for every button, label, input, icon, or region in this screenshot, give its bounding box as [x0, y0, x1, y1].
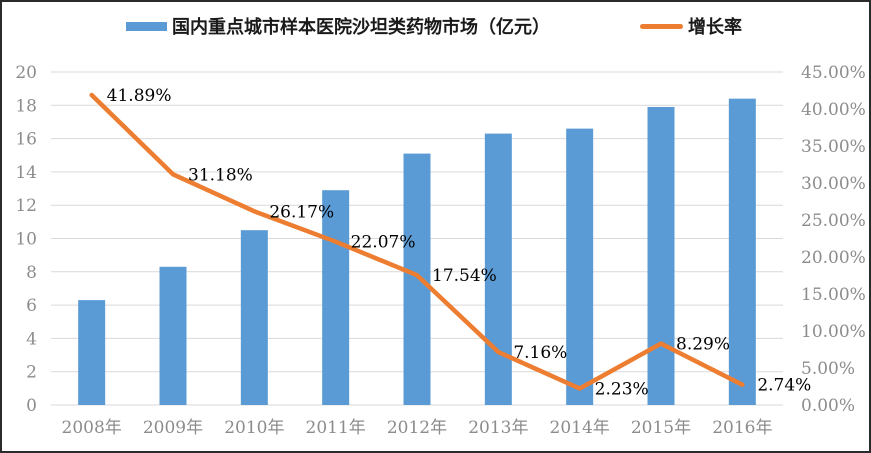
growth-data-label: 2.23% [595, 379, 649, 399]
right-axis-tick-label: 30.00% [801, 174, 866, 194]
growth-data-label: 26.17% [269, 202, 334, 222]
bar-2011年 [322, 190, 350, 405]
x-axis-tick-label: 2013年 [468, 418, 528, 438]
bar-2013年 [484, 133, 512, 406]
right-axis-tick-label: 40.00% [801, 100, 866, 120]
legend-item-market: 国内重点城市样本医院沙坦类药物市场（亿元） [126, 15, 550, 38]
left-axis-tick-label: 2 [26, 363, 37, 383]
x-axis-tick-label: 2014年 [550, 418, 610, 438]
bar-series-swatch [126, 21, 167, 31]
left-axis-tick-label: 18 [15, 96, 37, 116]
left-axis-tick-label: 10 [15, 230, 37, 250]
x-axis-tick-label: 2009年 [143, 418, 203, 438]
bar-2012年 [403, 153, 431, 405]
bar-series-label: 国内重点城市样本医院沙坦类药物市场（亿元） [172, 17, 550, 38]
left-axis-tick-label: 4 [26, 329, 37, 349]
line-series-swatch [640, 23, 683, 29]
x-axis-tick-label: 2012年 [387, 418, 447, 438]
right-axis-tick-label: 15.00% [801, 285, 866, 305]
growth-data-label: 31.18% [188, 165, 253, 185]
legend-item-growth: 增长率 [640, 15, 742, 38]
growth-data-label: 8.29% [676, 335, 730, 355]
right-axis-tick-label: 5.00% [801, 359, 855, 379]
growth-rate-line [89, 92, 745, 391]
right-axis-tick-label: 20.00% [801, 248, 866, 268]
left-axis-tick-label: 20 [15, 63, 37, 83]
legend: 国内重点城市样本医院沙坦类药物市场（亿元） 增长率 [2, 2, 869, 46]
left-axis-tick-label: 8 [26, 263, 37, 283]
x-axis-tick-label: 2015年 [631, 418, 691, 438]
bar-2010年 [240, 230, 268, 405]
growth-data-label: 41.89% [107, 86, 172, 106]
x-axis-tick-label: 2008年 [62, 418, 122, 438]
bar-2009年 [159, 266, 187, 405]
x-axis-tick-label: 2010年 [224, 418, 284, 438]
x-axis-tick-label: 2016年 [712, 418, 772, 438]
left-axis-tick-label: 14 [15, 163, 37, 183]
right-axis-tick-label: 45.00% [801, 63, 866, 83]
right-axis-tick-label: 0.00% [801, 396, 855, 416]
growth-data-label: 7.16% [513, 343, 567, 363]
bar-2015年 [647, 106, 675, 405]
right-axis-tick-label: 25.00% [801, 211, 866, 231]
left-axis-tick-label: 6 [26, 296, 37, 316]
left-axis-tick-label: 16 [15, 130, 37, 150]
bar-2014年 [566, 128, 594, 406]
growth-data-label: 17.54% [432, 266, 497, 286]
left-axis-tick-label: 12 [15, 196, 37, 216]
right-axis-tick-label: 10.00% [801, 322, 866, 342]
right-axis-tick-label: 35.00% [801, 137, 866, 157]
bar-2016年 [728, 98, 756, 405]
bar-2008年 [78, 300, 106, 405]
x-axis-tick-label: 2011年 [306, 418, 366, 438]
growth-data-label: 2.74% [757, 376, 811, 396]
left-axis-tick-label: 0 [26, 396, 37, 416]
growth-data-label: 22.07% [351, 233, 416, 253]
line-series-label: 增长率 [688, 17, 742, 38]
